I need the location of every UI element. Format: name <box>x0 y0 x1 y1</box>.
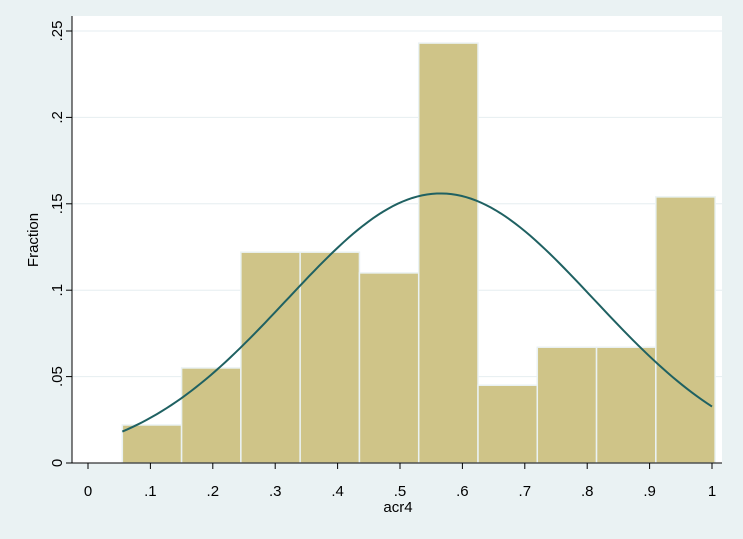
y-tick-label: .05 <box>49 366 66 387</box>
x-axis-ticks: 0 .1 .2 .3 .4 .5 .6 .7 .8 .9 1 <box>84 463 716 500</box>
histogram-bar <box>299 251 361 464</box>
y-tick-label: 0 <box>49 459 66 467</box>
histogram-bar <box>240 251 301 464</box>
x-tick-label: .5 <box>394 483 407 500</box>
y-axis-title: Fraction <box>25 213 42 267</box>
histogram-bar <box>655 196 716 464</box>
histogram-bar <box>417 42 479 464</box>
x-tick-label: .1 <box>144 483 157 500</box>
histogram-bar <box>477 384 539 464</box>
y-tick-label: .1 <box>49 284 66 297</box>
histogram-bar <box>180 367 242 464</box>
histogram-bars <box>121 42 716 464</box>
x-tick-label: 0 <box>84 483 92 500</box>
x-tick-label: .3 <box>269 483 282 500</box>
x-tick-label: .4 <box>331 483 344 500</box>
x-tick-label: .2 <box>207 483 220 500</box>
histogram-bar <box>121 424 183 464</box>
x-tick-label: 1 <box>708 483 716 500</box>
x-tick-label: .6 <box>456 483 469 500</box>
y-tick-label: .25 <box>49 21 66 42</box>
x-tick-label: .7 <box>519 483 532 500</box>
x-tick-label: .9 <box>643 483 656 500</box>
histogram-bar <box>595 346 657 464</box>
y-tick-label: .15 <box>49 193 66 214</box>
x-tick-label: .8 <box>581 483 594 500</box>
y-axis-ticks: 0 .05 .1 .15 .2 .25 <box>49 21 72 467</box>
histogram-bar <box>358 272 420 464</box>
x-axis-title: acr4 <box>383 499 412 516</box>
histogram-bar <box>536 346 598 464</box>
normal-density-curve <box>121 192 713 433</box>
y-tick-label: .2 <box>49 111 66 124</box>
